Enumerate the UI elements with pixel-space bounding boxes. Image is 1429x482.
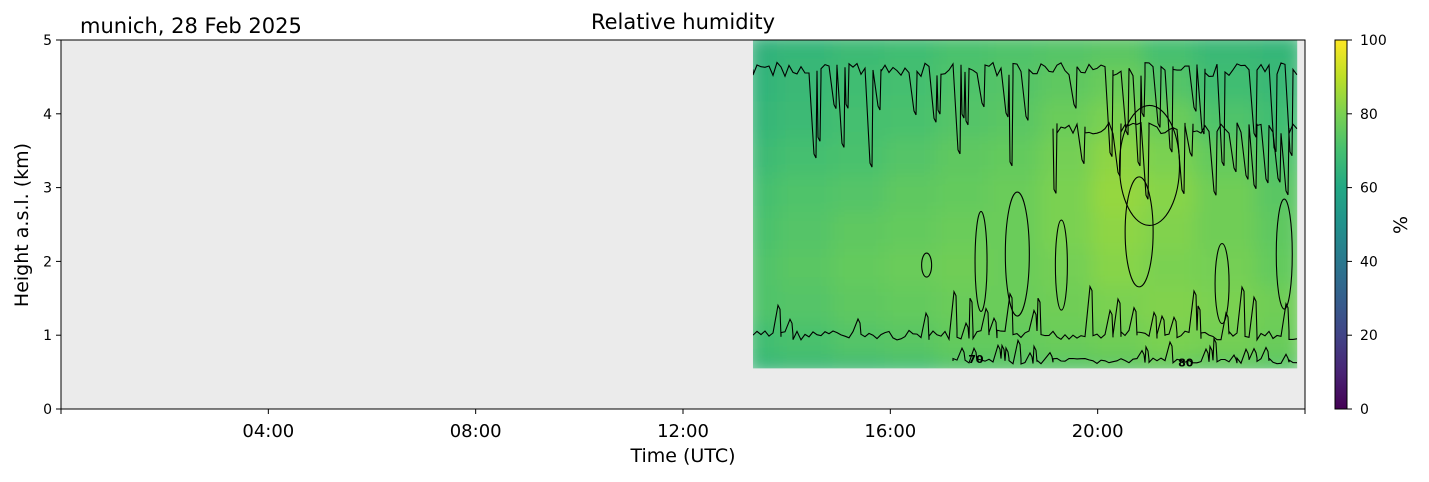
heatmap-cell (1256, 40, 1298, 65)
y-tick-label: 1 (43, 328, 52, 344)
y-tick-label: 0 (43, 402, 52, 418)
humidity-heatmap (752, 40, 1298, 369)
y-tick-label: 5 (43, 33, 52, 49)
contour-line (1052, 121, 1298, 200)
colorbar-frame (1334, 39, 1348, 410)
colorbar-tick-label: 20 (1360, 328, 1378, 344)
colorbar: 0 20 40 60 80 100 % (1334, 33, 1412, 418)
contour-line (1214, 242, 1230, 325)
colorbar-label: % (1390, 216, 1412, 234)
contour-line (974, 210, 988, 312)
y-tick-label: 3 (43, 181, 52, 197)
x-axis-label: Time (UTC) (629, 445, 735, 467)
contour-labels: 70 80 (968, 353, 1194, 370)
y-axis-label: Height a.s.l. (km) (11, 143, 33, 307)
y-tick-label: 4 (43, 107, 52, 123)
contour-line (1004, 191, 1030, 317)
y-tick-label: 2 (43, 254, 52, 270)
x-tick-label: 12:00 (657, 421, 709, 442)
contour-line (1275, 198, 1293, 310)
contour-line (752, 284, 1298, 342)
y-axis: 0 1 2 3 4 5 (43, 33, 61, 418)
colorbar-gradient (1335, 40, 1347, 409)
x-tick-label: 04:00 (242, 421, 294, 442)
x-tick-label: 16:00 (864, 421, 916, 442)
colorbar-tick-label: 100 (1360, 33, 1387, 49)
x-axis: 04:00 08:00 12:00 16:00 20:00 (60, 409, 1306, 442)
colorbar-tick-label: 40 (1360, 254, 1378, 270)
contour-line (952, 336, 1298, 365)
colorbar-tick-label: 0 (1360, 402, 1369, 418)
x-tick-label: 20:00 (1072, 421, 1124, 442)
heatmap-cell (1195, 40, 1269, 65)
colorbar-tick-label: 60 (1360, 181, 1378, 197)
contour-line (752, 61, 1298, 168)
contour-line (1118, 104, 1181, 227)
x-tick-label: 08:00 (450, 421, 502, 442)
contour-line (921, 252, 933, 278)
chart-title: Relative humidity (591, 10, 775, 34)
contour-label: 80 (1178, 357, 1194, 370)
contour-line (1054, 219, 1068, 311)
contour-label: 70 (968, 353, 984, 366)
location-date-label: munich, 28 Feb 2025 (80, 14, 302, 38)
colorbar-tick-label: 80 (1360, 107, 1378, 123)
contour-line (1124, 176, 1154, 288)
